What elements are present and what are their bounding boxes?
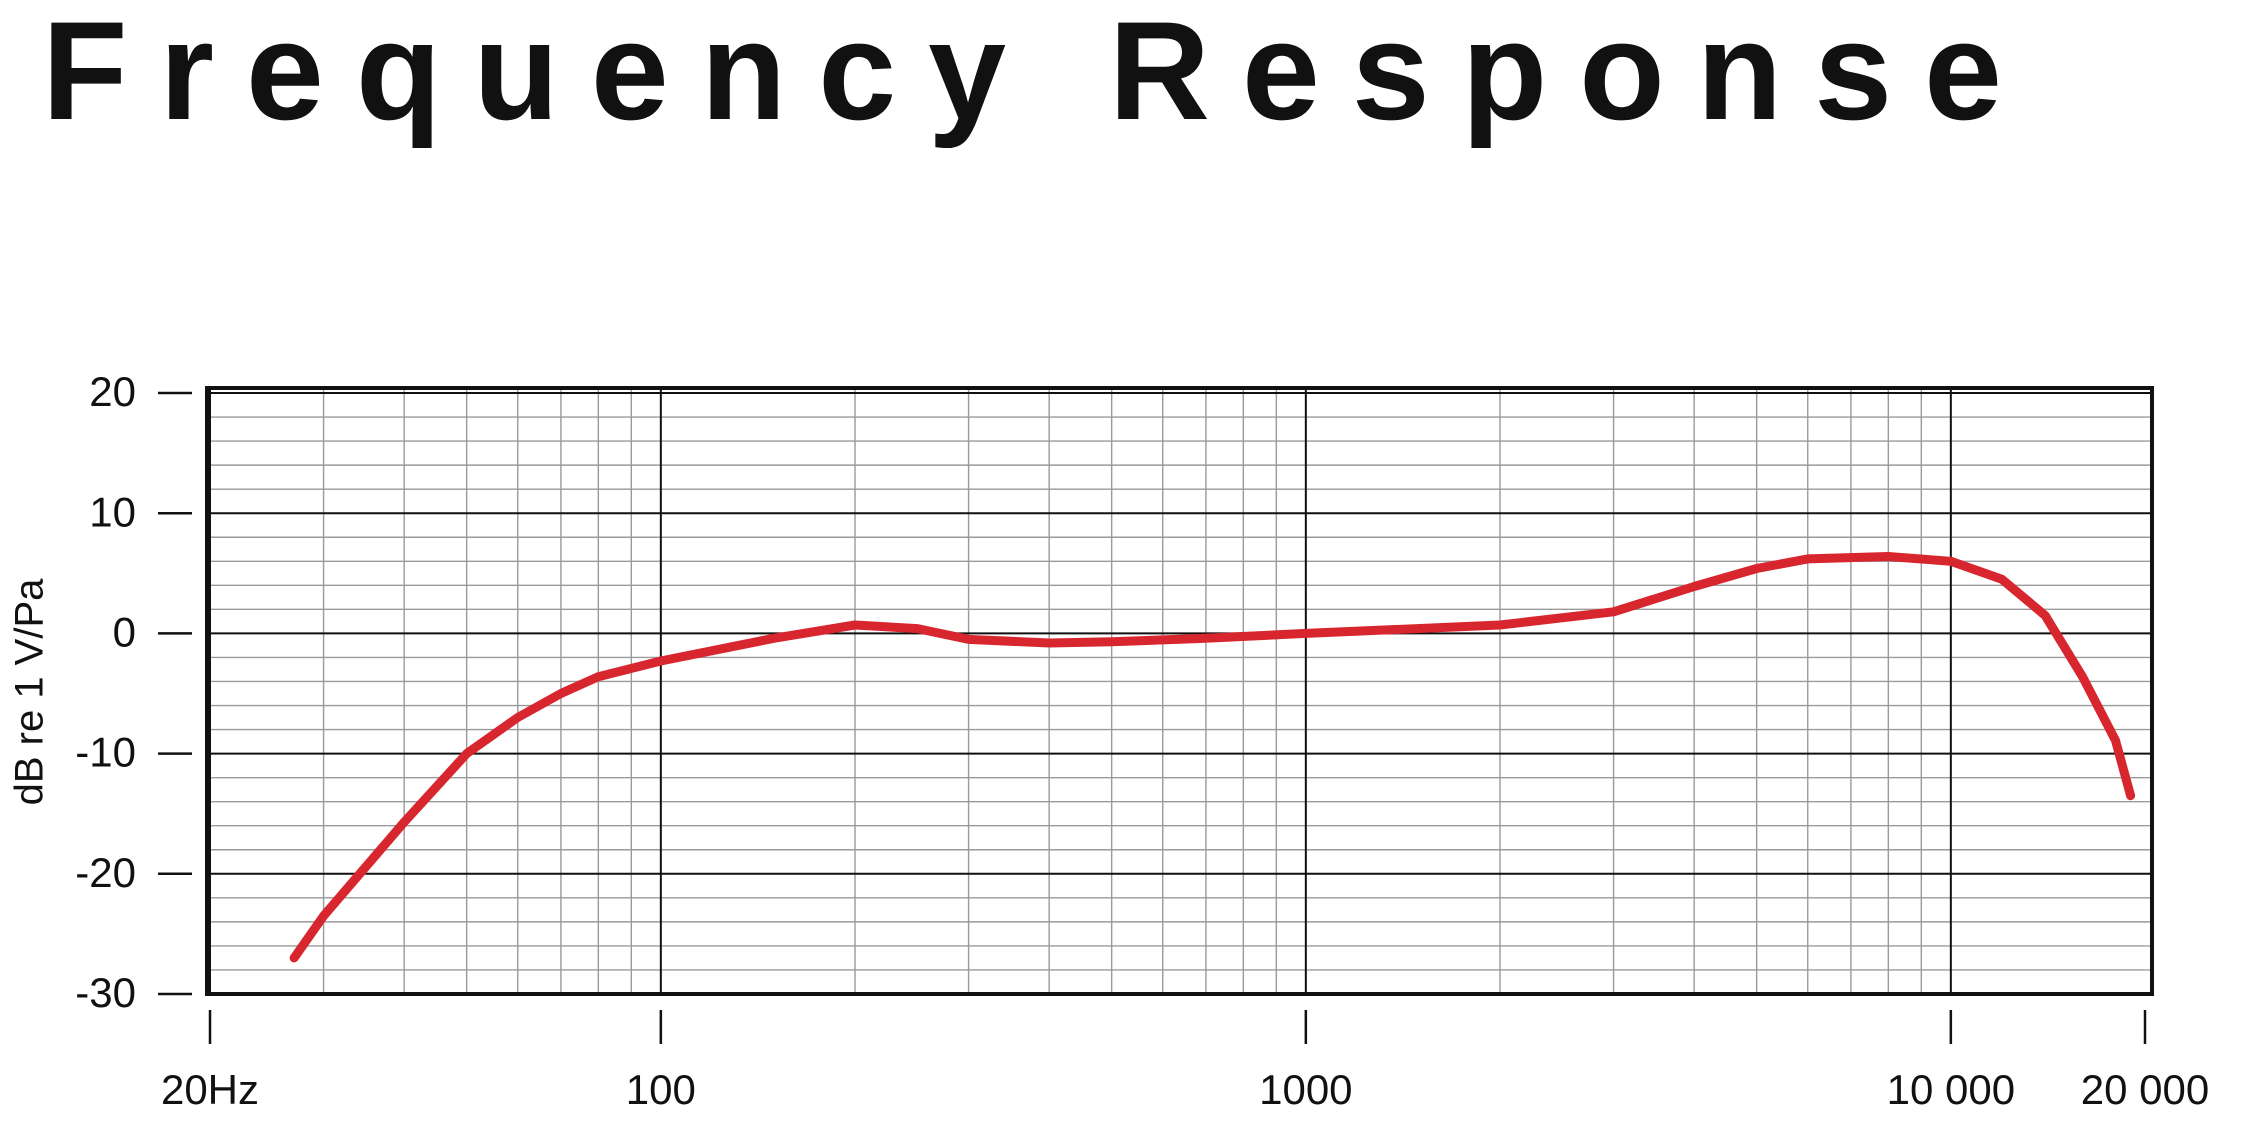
y-tick-label: 0 [113,608,136,655]
y-axis-label: dB re 1 V/Pa [8,578,52,806]
y-tick-label: -30 [75,969,136,1016]
y-tick-label: 10 [89,488,136,535]
plot-frame [205,386,2154,996]
x-tick-label: 100 [626,1066,696,1113]
x-tick-label: 20 000 [2081,1066,2209,1113]
x-tick-label: 20Hz [161,1066,259,1113]
y-tick-label: -20 [75,849,136,896]
y-tick-label: 20 [89,368,136,415]
chart-title: Frequency Response [42,0,2002,149]
y-tick-label: -10 [75,729,136,776]
x-tick-label: 10 000 [1887,1066,2015,1113]
x-tick-label: 1000 [1259,1066,1352,1113]
response-curve [289,552,2136,963]
